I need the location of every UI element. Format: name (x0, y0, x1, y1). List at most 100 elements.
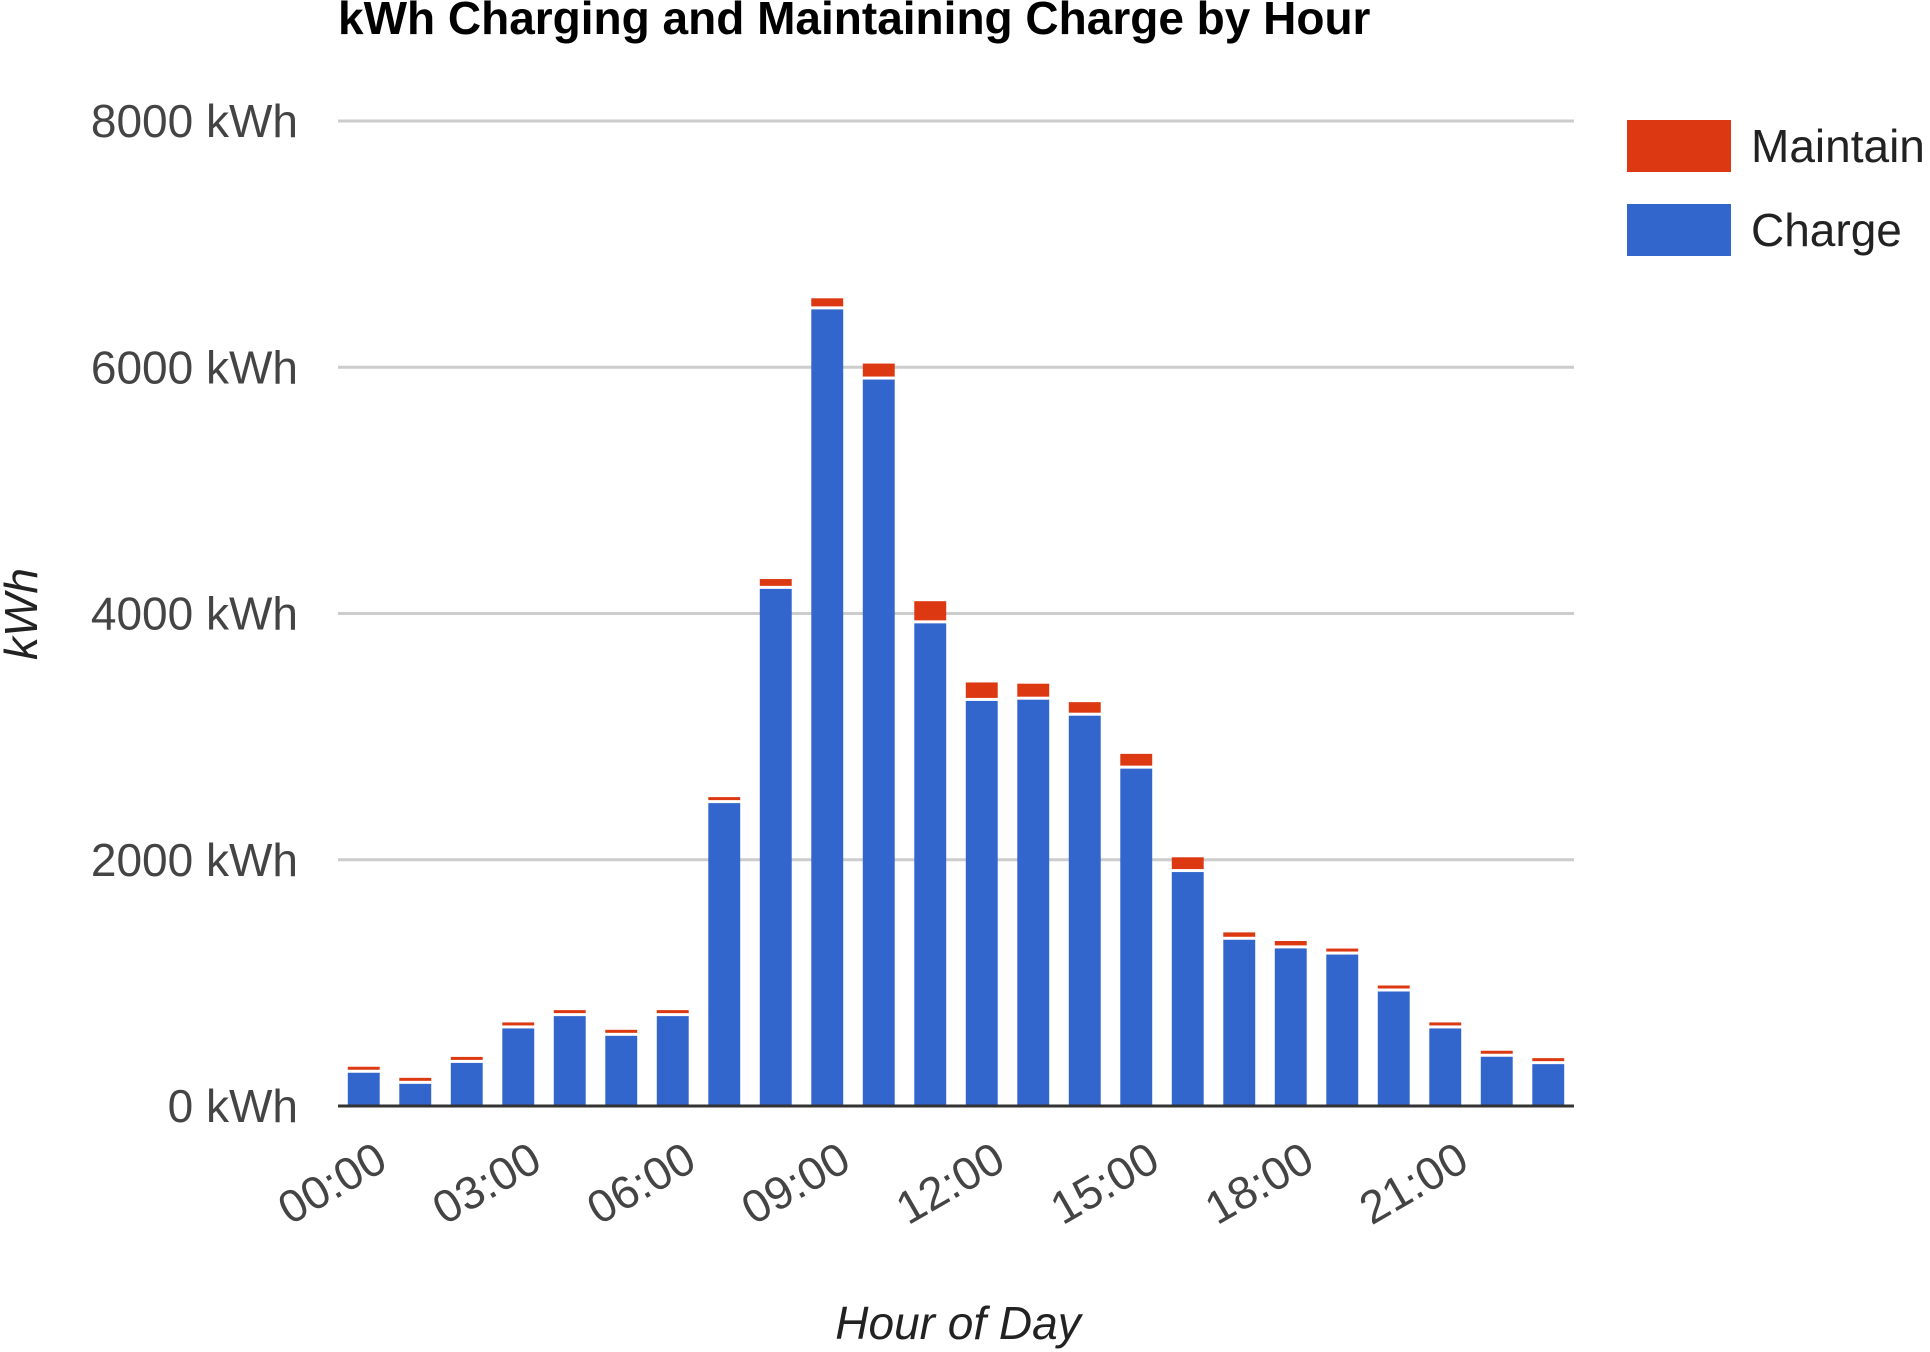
bar-stack-23:00 (1532, 1058, 1565, 1106)
bar-maintain (811, 298, 844, 307)
x-tick-label: 12:00 (887, 1132, 1013, 1235)
bar-maintain (1120, 753, 1153, 766)
bar-charge (605, 1035, 638, 1106)
bar-maintain (1274, 941, 1307, 946)
bar-maintain (1429, 1022, 1462, 1026)
bar-stack-10:00 (862, 363, 895, 1106)
bar-charge (1326, 954, 1359, 1106)
bar-charge (811, 309, 844, 1107)
legend: Maintain Charge (1627, 120, 1925, 256)
bar-stack-04:00 (553, 1010, 586, 1106)
bar-maintain (708, 797, 741, 801)
bar-stack-11:00 (914, 601, 947, 1106)
bar-maintain (914, 601, 947, 621)
y-tick-label: 8000 kWh (91, 95, 298, 147)
x-tick-label: 18:00 (1196, 1132, 1322, 1235)
bar-stack-00:00 (347, 1066, 380, 1106)
bar-charge (965, 700, 998, 1106)
bar-stack-14:00 (1068, 702, 1101, 1106)
gridlines (338, 119, 1574, 862)
bar-maintain (605, 1029, 638, 1033)
legend-item-charge: Charge (1627, 204, 1902, 256)
bar-charge (1223, 939, 1256, 1106)
bar-maintain (450, 1056, 483, 1060)
bar-stack-19:00 (1326, 948, 1359, 1106)
bar-stack-03:00 (502, 1022, 535, 1106)
x-tick-label: 03:00 (424, 1132, 550, 1235)
bar-maintain (1017, 683, 1050, 697)
bar-charge (759, 588, 792, 1106)
bar-maintain (965, 682, 998, 698)
bar-stack-08:00 (759, 579, 792, 1106)
bar-stack-22:00 (1480, 1050, 1513, 1106)
bar-stack-17:00 (1223, 932, 1256, 1106)
bar-maintain (399, 1077, 432, 1081)
bar-stack-15:00 (1120, 753, 1153, 1106)
bar-stack-01:00 (399, 1077, 432, 1106)
bar-stack-21:00 (1429, 1022, 1462, 1106)
legend-label: Charge (1751, 204, 1902, 256)
bar-stack-07:00 (708, 797, 741, 1106)
bar-charge (502, 1028, 535, 1106)
bar-maintain (759, 579, 792, 586)
bar-maintain (862, 363, 895, 377)
x-tick-label: 21:00 (1351, 1132, 1477, 1235)
bar-charge (656, 1016, 689, 1106)
legend-label: Maintain (1751, 120, 1925, 172)
bar-maintain (1326, 948, 1359, 952)
bar-charge (1120, 768, 1153, 1106)
legend-item-maintain: Maintain (1627, 120, 1925, 172)
bar-stack-13:00 (1017, 683, 1050, 1106)
legend-swatch (1627, 120, 1731, 172)
bar-maintain (1068, 702, 1101, 713)
y-tick-label: 0 kWh (168, 1080, 298, 1132)
bar-stack-05:00 (605, 1029, 638, 1106)
bar-stack-16:00 (1171, 857, 1204, 1106)
y-axis-tick-labels: 0 kWh 2000 kWh 4000 kWh 6000 kWh 8000 kWh (91, 95, 298, 1132)
bars (347, 298, 1565, 1107)
legend-swatch (1627, 204, 1731, 256)
bar-charge (1532, 1064, 1565, 1106)
bar-stack-06:00 (656, 1010, 689, 1106)
bar-charge (450, 1062, 483, 1106)
x-tick-label: 09:00 (733, 1132, 859, 1235)
bar-charge (1017, 699, 1050, 1106)
bar-charge (862, 379, 895, 1106)
bar-stack-20:00 (1377, 985, 1410, 1106)
bar-stack-02:00 (450, 1056, 483, 1106)
x-axis-title: Hour of Day (835, 1297, 1083, 1349)
bar-stack-09:00 (811, 298, 844, 1107)
bar-stack-12:00 (965, 682, 998, 1106)
bar-maintain (1532, 1058, 1565, 1062)
bar-maintain (1171, 857, 1204, 870)
y-tick-label: 2000 kWh (91, 834, 298, 886)
bar-charge (1068, 715, 1101, 1106)
bar-maintain (502, 1022, 535, 1026)
x-axis-tick-labels: 00:00 03:00 06:00 09:00 12:00 15:00 18:00 21:00 (269, 1132, 1476, 1235)
bar-charge (1171, 872, 1204, 1106)
bar-charge (399, 1083, 432, 1106)
bar-charge (1274, 948, 1307, 1106)
y-tick-label: 4000 kWh (91, 588, 298, 640)
x-tick-label: 06:00 (578, 1132, 704, 1235)
bar-maintain (1223, 932, 1256, 937)
bar-charge (553, 1016, 586, 1106)
bar-maintain (656, 1010, 689, 1014)
bar-charge (1429, 1028, 1462, 1106)
bar-charge (708, 803, 741, 1106)
bar-charge (347, 1072, 380, 1106)
chart-title: kWh Charging and Maintaining Charge by H… (338, 0, 1371, 44)
bar-charge (914, 623, 947, 1106)
y-tick-label: 6000 kWh (91, 341, 298, 393)
bar-charge (1480, 1056, 1513, 1106)
bar-charge (1377, 991, 1410, 1106)
bar-maintain (347, 1066, 380, 1070)
x-tick-label: 15:00 (1042, 1132, 1168, 1235)
bar-stack-18:00 (1274, 941, 1307, 1106)
y-axis-title: kWh (0, 568, 47, 660)
bar-maintain (1480, 1050, 1513, 1054)
bar-maintain (1377, 985, 1410, 989)
bar-maintain (553, 1010, 586, 1014)
